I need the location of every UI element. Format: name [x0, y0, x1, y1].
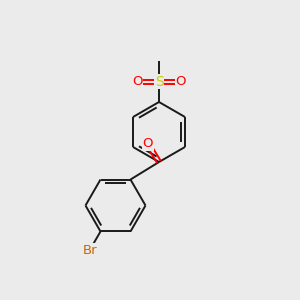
Text: O: O: [132, 75, 143, 88]
Text: S: S: [154, 75, 164, 88]
Text: O: O: [142, 137, 153, 150]
Text: O: O: [175, 75, 186, 88]
Text: Br: Br: [82, 244, 97, 257]
